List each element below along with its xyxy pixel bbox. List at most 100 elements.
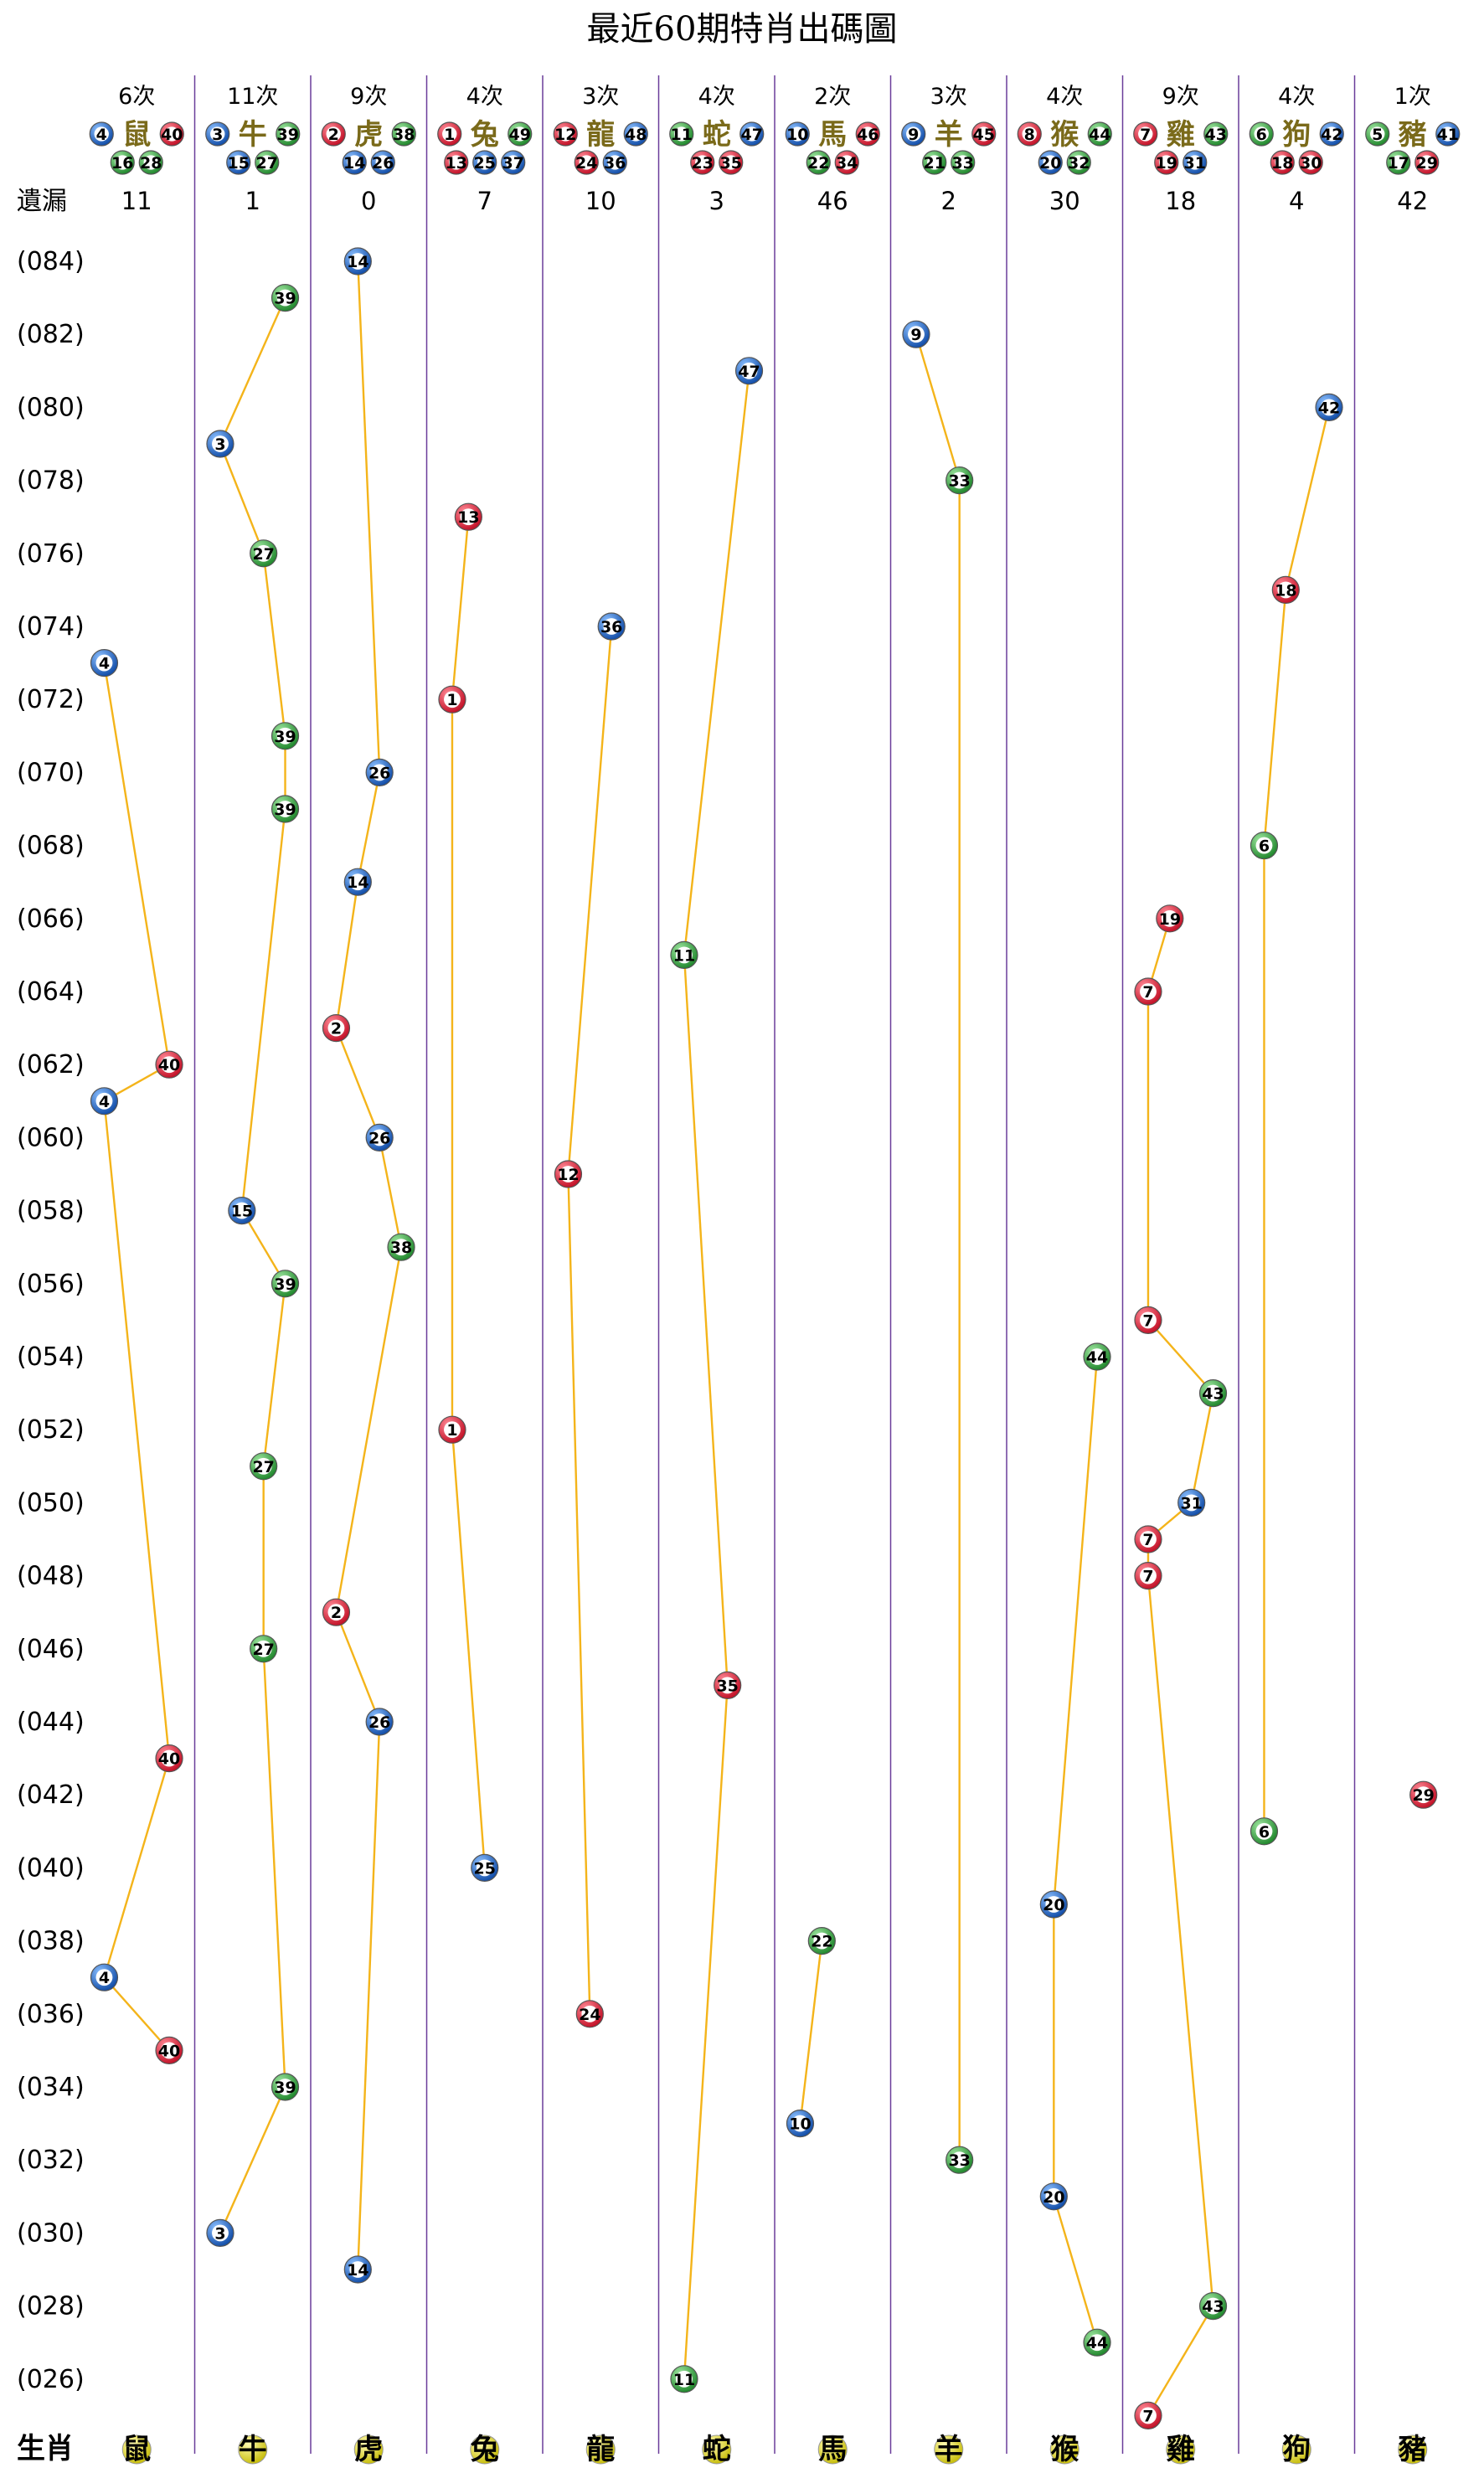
connector-line [262,1648,286,2088]
ball-number: 39 [274,728,296,746]
header-ball: 10 [785,121,810,147]
header-ball: 17 [1386,150,1411,175]
draw-ball: 47 [734,357,764,385]
period-label: (042) [17,1780,85,1810]
draw-ball: 4 [90,1963,119,1991]
ball-face [393,1239,410,1256]
draw-ball: 2 [322,1598,351,1626]
period-label: (058) [17,1197,85,1226]
ball-face [1208,126,1224,142]
draw-ball: 24 [575,2000,604,2028]
ball-face [558,126,573,142]
draw-ball: 40 [155,2036,183,2064]
ball-face [1255,837,1273,854]
ball-number: 10 [786,126,808,144]
footer-zodiac-name: 猴 [1050,2433,1079,2466]
connector-line [335,1028,381,1138]
header-ball: 5 [1365,121,1390,147]
ball-face [281,126,296,142]
header-ball: 49 [508,121,533,147]
period-label: (034) [17,2073,85,2102]
zodiac-name: 雞 [1167,118,1195,152]
zodiac-name: 羊 [935,118,963,152]
footer-zodiac-name: 馬 [818,2433,847,2466]
draw-ball: 39 [271,284,300,312]
ball-number: 1 [446,1421,457,1440]
header-ball: 15 [226,150,251,175]
ball-number: 39 [277,126,299,144]
footer-zodiac-7: 羊 [934,2433,964,2466]
zodiac-name: 猴 [1050,118,1079,152]
connector-line [357,772,381,883]
draw-ball: 29 [1409,1780,1438,1809]
header-ball: 20 [1038,150,1063,175]
ball-face [1140,983,1157,1000]
ball-number: 12 [557,1166,579,1184]
header-ball: 14 [342,150,367,175]
header-ball: 29 [1414,150,1440,175]
connector-line [219,443,265,554]
ball-face [1022,126,1037,142]
header-ball: 16 [110,150,135,175]
ball-number: 3 [214,435,225,454]
ball-face [513,126,528,142]
ball-face [956,155,971,170]
footer-zodiac-6: 馬 [817,2433,848,2466]
zodiac-header-11: 1次 5 豬 41 17 29 [1365,84,1461,175]
ball-face [327,1604,345,1621]
ball-face [349,873,367,891]
header-ball: 18 [1270,150,1295,175]
ball-number: 20 [1039,154,1061,173]
header-ball: 21 [922,150,947,175]
draw-ball: 42 [1315,393,1343,421]
header-ball: 28 [138,150,163,175]
period-label: (040) [17,1853,85,1883]
ball-number: 7 [1142,1311,1153,1330]
ball-face [326,126,341,142]
connector-line [240,1209,286,1285]
ball-face [839,155,854,170]
ball-face [951,2151,968,2169]
ball-face [1140,1567,1157,1584]
draw-ball: 3 [206,430,234,458]
ball-number: 27 [252,1458,274,1476]
connector-line [1146,1575,1214,2306]
connector-line [262,553,286,736]
ball-number: 7 [1142,2407,1153,2425]
draw-ball: 43 [1198,1378,1228,1408]
ball-number: 6 [1259,837,1270,856]
miss-value: 0 [361,187,376,215]
ball-face [1321,399,1337,416]
draw-ball: 26 [365,1708,394,1736]
ball-face [791,2115,809,2132]
zodiac-count: 9次 [1162,84,1199,110]
header-ball: 24 [574,150,599,175]
footer-zodiac-11: 豬 [1398,2433,1428,2466]
draw-ball: 39 [271,795,300,823]
draw-ball: 18 [1271,575,1300,605]
period-label: (064) [17,977,85,1007]
period-label: (072) [17,685,85,714]
footer-ball [934,2434,964,2465]
zodiac-count: 1次 [1394,84,1431,110]
header-ball: 40 [159,121,184,147]
period-label: (066) [17,904,85,934]
ball-number: 32 [1068,154,1090,173]
ball-number: 22 [811,1933,832,1951]
ball-number: 48 [625,126,647,144]
header-ball: 23 [690,150,715,175]
ball-face [579,155,594,170]
ball-face [951,471,968,489]
ball-number: 11 [673,2371,695,2389]
connector-line [1285,407,1331,590]
header-ball: 38 [391,121,416,147]
zodiac-count: 11次 [227,84,278,110]
ball-face [276,289,294,307]
ball-number: 27 [256,154,278,173]
ball-number: 6 [1259,1823,1270,1842]
ball-number: 26 [368,1713,390,1732]
ball-face [477,155,492,170]
ball-face [1043,155,1058,170]
draw-ball: 9 [902,320,930,348]
